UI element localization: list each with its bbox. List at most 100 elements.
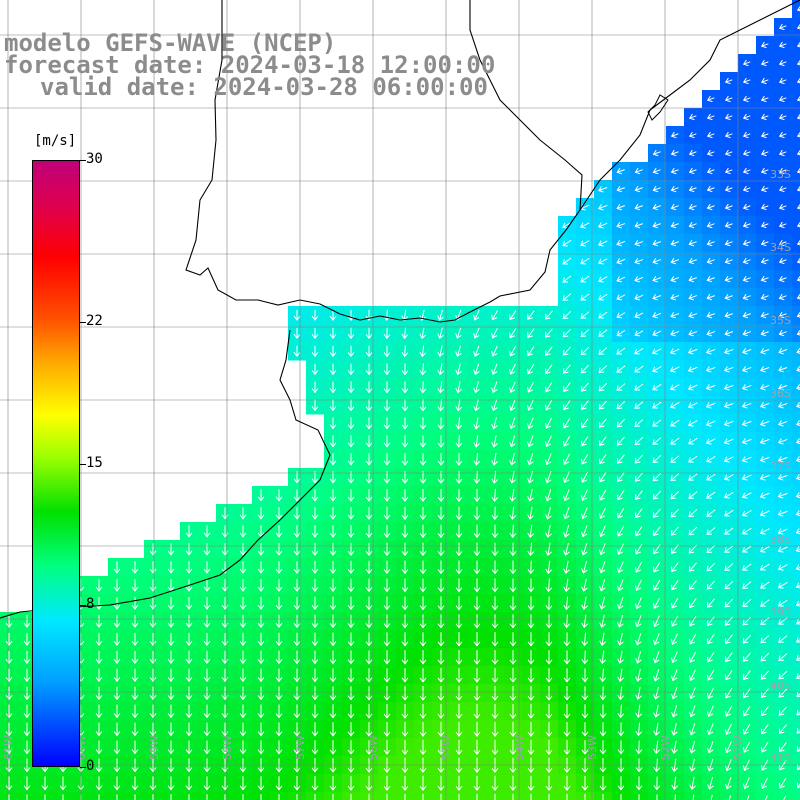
wind-arrow bbox=[239, 776, 247, 791]
wind-arrow bbox=[167, 632, 175, 646]
wind-arrow bbox=[599, 525, 606, 538]
wind-speed-cell bbox=[702, 792, 721, 800]
wind-arrow bbox=[365, 506, 373, 520]
wind-arrow bbox=[796, 293, 800, 300]
wind-arrow bbox=[653, 776, 661, 791]
wind-arrow bbox=[527, 524, 535, 539]
wind-arrow bbox=[724, 131, 733, 139]
wind-arrow bbox=[41, 776, 49, 791]
wind-arrow bbox=[688, 275, 697, 283]
wind-arrow bbox=[617, 722, 625, 737]
wind-arrow bbox=[239, 704, 247, 719]
wind-arrow bbox=[365, 363, 373, 376]
wind-arrow bbox=[113, 740, 121, 755]
longitude-label: 52W bbox=[659, 735, 672, 760]
wind-arrow bbox=[777, 581, 788, 589]
wind-arrow bbox=[742, 275, 751, 283]
wind-arrow bbox=[581, 650, 589, 665]
wind-arrow bbox=[688, 167, 697, 175]
wind-arrow bbox=[113, 632, 121, 646]
wind-arrow bbox=[652, 455, 662, 464]
wind-arrow bbox=[527, 453, 534, 466]
wind-arrow bbox=[131, 704, 139, 719]
wind-arrow bbox=[635, 776, 643, 791]
wind-arrow bbox=[329, 632, 337, 647]
wind-arrow bbox=[473, 667, 481, 683]
wind-arrow bbox=[652, 149, 661, 157]
wind-arrow bbox=[527, 381, 535, 393]
wind-arrow bbox=[347, 560, 355, 575]
wind-arrow bbox=[365, 489, 373, 502]
wind-arrow bbox=[311, 542, 319, 556]
wind-arrow bbox=[419, 686, 427, 701]
wind-arrow bbox=[329, 363, 337, 376]
wind-arrow bbox=[760, 293, 769, 301]
wind-arrow bbox=[724, 509, 734, 517]
wind-arrow bbox=[185, 561, 193, 574]
wind-arrow bbox=[149, 650, 157, 665]
wind-arrow bbox=[419, 381, 427, 394]
wind-arrow bbox=[760, 777, 769, 790]
wind-arrow bbox=[707, 616, 715, 627]
wind-arrow bbox=[689, 723, 696, 736]
wind-arrow bbox=[62, 794, 64, 800]
wind-arrow bbox=[8, 794, 10, 800]
wind-arrow bbox=[257, 632, 265, 647]
wind-arrow bbox=[23, 668, 31, 683]
wind-arrow bbox=[741, 474, 752, 481]
wind-arrow bbox=[329, 650, 337, 665]
wind-arrow bbox=[777, 564, 788, 571]
wind-arrow bbox=[275, 489, 283, 502]
wind-arrow bbox=[347, 435, 355, 448]
wind-arrow bbox=[634, 436, 644, 446]
wind-arrow bbox=[509, 524, 517, 539]
wind-arrow bbox=[311, 489, 319, 502]
wind-arrow bbox=[347, 650, 355, 665]
wind-arrow bbox=[796, 655, 800, 661]
wind-arrow bbox=[599, 650, 607, 665]
wind-arrow bbox=[113, 597, 121, 610]
wind-arrow bbox=[706, 527, 716, 535]
wind-arrow bbox=[401, 560, 409, 575]
wind-arrow bbox=[688, 544, 698, 554]
wind-speed-cell bbox=[792, 360, 800, 379]
wind-arrow bbox=[616, 347, 626, 355]
wind-arrow bbox=[131, 776, 139, 791]
wind-arrow bbox=[670, 473, 680, 481]
wind-arrow bbox=[311, 596, 319, 611]
wind-arrow bbox=[347, 686, 355, 701]
wind-arrow bbox=[473, 327, 480, 339]
wind-arrow bbox=[581, 632, 589, 647]
wind-arrow bbox=[257, 614, 265, 628]
wind-arrow bbox=[131, 686, 139, 701]
wind-arrow bbox=[741, 366, 752, 373]
wind-arrow bbox=[509, 399, 516, 412]
wind-speed-cell bbox=[792, 774, 800, 793]
wind-arrow bbox=[293, 668, 301, 683]
wind-arrow bbox=[473, 435, 481, 448]
wind-arrow bbox=[616, 294, 626, 301]
wind-arrow bbox=[634, 383, 644, 391]
wind-arrow bbox=[562, 239, 572, 247]
wind-arrow bbox=[275, 650, 283, 665]
wind-arrow bbox=[706, 239, 715, 247]
wind-arrow bbox=[491, 417, 498, 430]
wind-arrow bbox=[401, 721, 409, 737]
wind-arrow bbox=[491, 775, 499, 792]
wind-arrow bbox=[167, 596, 175, 610]
wind-arrow bbox=[635, 633, 642, 646]
colorbar-tick-mark bbox=[80, 160, 86, 161]
colorbar-tick-label: 30 bbox=[86, 151, 103, 167]
wind-arrow bbox=[782, 795, 787, 800]
wind-arrow bbox=[455, 775, 463, 792]
wind-arrow bbox=[689, 740, 696, 754]
wind-arrow bbox=[527, 542, 535, 557]
wind-arrow bbox=[239, 525, 247, 538]
wind-arrow bbox=[257, 578, 265, 592]
latitude-label: 39S bbox=[770, 606, 791, 619]
wind-arrow bbox=[796, 728, 800, 734]
wind-arrow bbox=[329, 686, 337, 701]
wind-arrow bbox=[707, 651, 715, 663]
wind-arrow bbox=[580, 329, 590, 338]
